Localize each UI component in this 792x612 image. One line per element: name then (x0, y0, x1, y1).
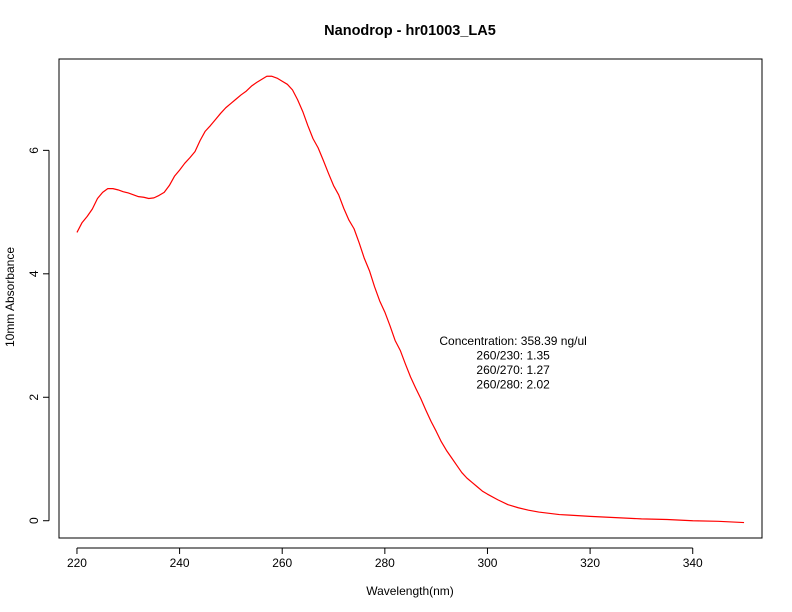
x-tick-label: 280 (375, 556, 395, 570)
annotation-line: 260/270: 1.27 (476, 363, 550, 377)
x-axis-label: Wavelength(nm) (366, 584, 454, 598)
x-tick-label: 320 (580, 556, 600, 570)
absorbance-series-line (76, 75, 745, 524)
x-tick-label: 300 (477, 556, 497, 570)
axes: 220 240 260 280 300 320 340 0 2 4 6 (27, 147, 703, 570)
x-tick-label: 260 (272, 556, 292, 570)
x-tick-label: 240 (170, 556, 190, 570)
y-axis-label: 10mm Absorbance (3, 247, 17, 347)
plot-frame (58, 58, 763, 539)
x-tick-label: 220 (67, 556, 87, 570)
chart-title: Nanodrop - hr01003_LA5 (324, 23, 496, 39)
y-tick-label: 2 (27, 394, 41, 401)
x-tick-label: 340 (683, 556, 703, 570)
annotation-line: 260/280: 2.02 (476, 378, 550, 392)
y-tick-label: 6 (27, 147, 41, 154)
y-tick-label: 4 (27, 270, 41, 277)
annotation-line: Concentration: 358.39 ng/ul (439, 334, 586, 348)
series-group (76, 75, 745, 524)
annotation-line: 260/230: 1.35 (476, 348, 550, 362)
y-tick-label: 0 (27, 517, 41, 524)
